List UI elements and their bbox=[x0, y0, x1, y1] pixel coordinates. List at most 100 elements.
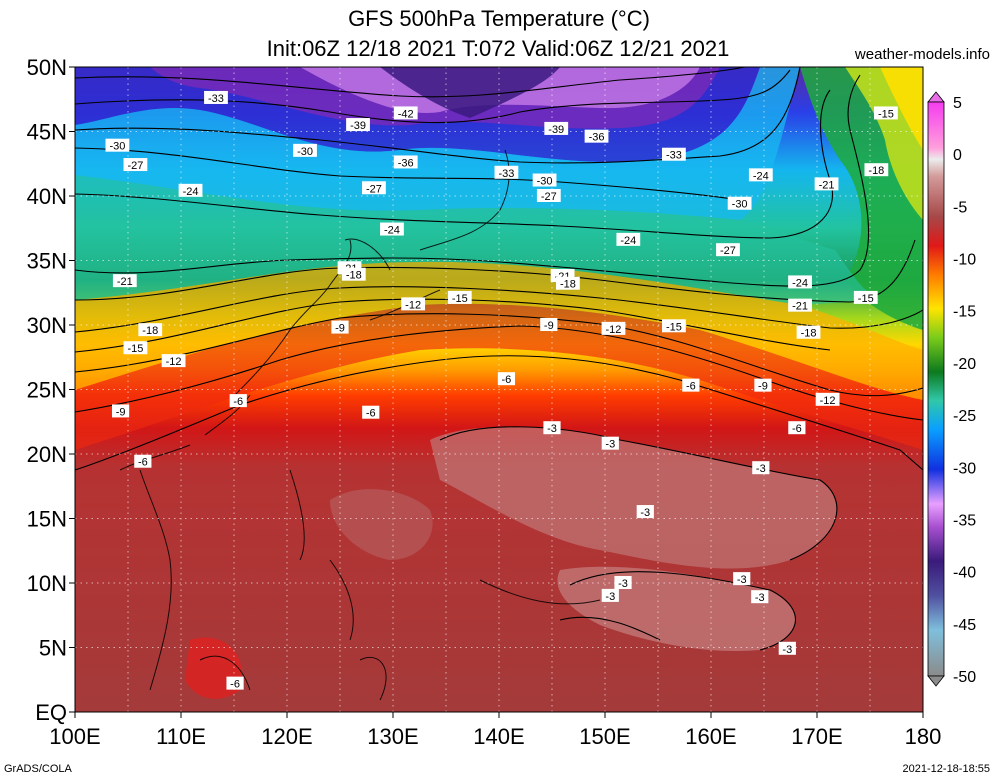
contour-label: -9 bbox=[754, 378, 772, 393]
legend-label: -20 bbox=[953, 356, 976, 373]
svg-text:-12: -12 bbox=[820, 395, 836, 407]
map-title: GFS 500hPa Temperature (°C) bbox=[348, 6, 650, 31]
lon-label: 120E bbox=[261, 724, 312, 749]
credit-grads: GrADS/COLA bbox=[4, 763, 72, 775]
svg-text:-21: -21 bbox=[792, 301, 808, 313]
contour-labels: -33 -42 -39 -39 -36 -30 -30 -33 -36 -27 -33 -30 -24 -… bbox=[105, 90, 898, 691]
lon-label: 180 bbox=[905, 724, 942, 749]
contour-label: -24 bbox=[788, 275, 812, 289]
legend-label: -45 bbox=[953, 617, 976, 634]
contour-label: -6 bbox=[226, 676, 244, 691]
lat-label: 40N bbox=[27, 184, 67, 209]
render-timestamp: 2021-12-18-18:55 bbox=[902, 763, 990, 775]
legend-label: -40 bbox=[953, 565, 976, 582]
lat-label: 15N bbox=[27, 507, 67, 532]
contour-label: -15 bbox=[447, 290, 472, 305]
svg-text:-3: -3 bbox=[547, 423, 557, 435]
legend-label: -10 bbox=[953, 252, 976, 269]
contour-label: -24 bbox=[616, 232, 641, 247]
legend-label: 5 bbox=[953, 95, 962, 112]
lon-label: 150E bbox=[579, 724, 630, 749]
lon-label: 160E bbox=[685, 724, 736, 749]
svg-text:-36: -36 bbox=[398, 157, 414, 169]
contour-label: -24 bbox=[178, 183, 203, 198]
svg-text:-21: -21 bbox=[117, 276, 133, 288]
legend-label: -25 bbox=[953, 408, 976, 425]
svg-text:-24: -24 bbox=[753, 170, 769, 182]
svg-text:-15: -15 bbox=[858, 293, 874, 305]
svg-text:-33: -33 bbox=[208, 93, 224, 105]
svg-text:-6: -6 bbox=[233, 396, 243, 408]
svg-text:-36: -36 bbox=[589, 132, 605, 144]
contour-label: -27 bbox=[536, 189, 561, 203]
contour-label: -27 bbox=[362, 181, 386, 195]
contour-label: -18 bbox=[796, 325, 821, 340]
legend-label: -15 bbox=[953, 304, 976, 321]
svg-text:-15: -15 bbox=[666, 321, 682, 333]
contour-label: -3 bbox=[636, 505, 654, 519]
contour-label: -12 bbox=[401, 297, 426, 311]
contour-label: -6 bbox=[788, 421, 806, 435]
svg-text:-3: -3 bbox=[605, 439, 615, 451]
lat-label: 5N bbox=[39, 636, 67, 661]
contour-label: -3 bbox=[752, 461, 770, 475]
contour-label: -15 bbox=[123, 341, 148, 355]
contour-label: -9 bbox=[331, 320, 349, 335]
svg-text:-27: -27 bbox=[127, 160, 143, 172]
contour-label: -27 bbox=[123, 158, 148, 172]
svg-text:-24: -24 bbox=[620, 235, 636, 247]
legend-colorbar: 5 0 -5 -10 -15 -20 -25 -30 -35 -40 -45 -50 bbox=[927, 91, 976, 687]
lon-label: 140E bbox=[473, 724, 524, 749]
lat-label: 25N bbox=[27, 378, 67, 403]
svg-text:-6: -6 bbox=[138, 457, 148, 469]
svg-text:-33: -33 bbox=[498, 168, 514, 180]
svg-text:-18: -18 bbox=[142, 325, 158, 337]
svg-text:-18: -18 bbox=[868, 165, 884, 177]
contour-label: -12 bbox=[815, 392, 840, 407]
contour-label: -3 bbox=[601, 436, 619, 451]
svg-text:-9: -9 bbox=[758, 381, 768, 393]
contour-label: -30 bbox=[293, 143, 317, 158]
legend-label: -50 bbox=[953, 669, 976, 686]
contour-label: -3 bbox=[778, 641, 796, 656]
contour-label: -12 bbox=[161, 354, 186, 368]
contour-label: -18 bbox=[138, 323, 163, 337]
latitude-axis: 50N 45N 40N 35N 30N 25N 20N 15N 10N 5N EQ bbox=[27, 55, 75, 725]
svg-text:-3: -3 bbox=[618, 578, 628, 590]
svg-text:-18: -18 bbox=[346, 270, 362, 282]
contour-label: -21 bbox=[112, 274, 137, 288]
contour-label: -36 bbox=[584, 129, 609, 144]
lat-label: EQ bbox=[35, 700, 67, 725]
contour-label: -15 bbox=[662, 319, 686, 333]
svg-text:-9: -9 bbox=[116, 406, 126, 418]
lon-label: 100E bbox=[49, 724, 100, 749]
svg-text:-6: -6 bbox=[230, 679, 240, 691]
legend-label: 0 bbox=[953, 147, 962, 164]
graticule bbox=[75, 67, 923, 712]
lat-label: 35N bbox=[27, 249, 67, 274]
svg-text:-24: -24 bbox=[384, 225, 400, 237]
contour-label: -24 bbox=[748, 168, 773, 182]
svg-text:-18: -18 bbox=[560, 279, 576, 291]
contour-label: -21 bbox=[788, 298, 812, 313]
svg-text:-15: -15 bbox=[878, 108, 894, 120]
contour-label: -9 bbox=[540, 318, 558, 332]
legend-label: -30 bbox=[953, 460, 976, 477]
svg-text:-12: -12 bbox=[606, 324, 622, 336]
svg-text:-3: -3 bbox=[755, 592, 765, 604]
svg-text:-12: -12 bbox=[405, 299, 421, 311]
contour-label: -33 bbox=[662, 147, 686, 162]
map-subtitle: Init:06Z 12/18 2021 T:072 Valid:06Z 12/2… bbox=[266, 36, 730, 61]
contour-label: -33 bbox=[494, 165, 519, 180]
lon-label: 130E bbox=[367, 724, 418, 749]
contour-label: -21 bbox=[814, 177, 839, 191]
svg-text:-39: -39 bbox=[548, 124, 564, 136]
lat-label: 45N bbox=[27, 120, 67, 145]
svg-text:-27: -27 bbox=[366, 183, 382, 195]
contour-label: -39 bbox=[544, 121, 569, 136]
svg-text:-30: -30 bbox=[732, 199, 748, 211]
svg-text:-15: -15 bbox=[452, 293, 468, 305]
contour-label: -3 bbox=[601, 588, 619, 603]
svg-text:-6: -6 bbox=[366, 408, 376, 420]
